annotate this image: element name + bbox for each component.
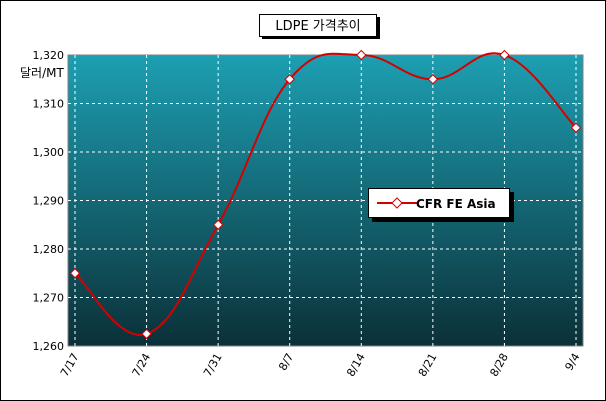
chart-title-shadow-bottom [262, 37, 380, 39]
data-point-marker [427, 74, 439, 85]
chart-title: LDPE 가격추이 [259, 14, 380, 39]
data-point-marker [499, 49, 510, 61]
data-point-marker [284, 74, 295, 85]
y-tick-label: 1,310 [33, 98, 65, 111]
series-line [74, 52, 577, 336]
data-point-marker [141, 328, 152, 340]
series-layer [69, 49, 582, 340]
y-axis-label: 달러/MT [20, 66, 64, 80]
chart-title-box [259, 14, 377, 37]
y-tick-label: 1,290 [33, 195, 65, 208]
y-tick-label: 1,320 [33, 49, 65, 62]
chart-title-text: LDPE 가격추이 [275, 19, 360, 34]
chart-title-shadow [377, 17, 380, 39]
legend-entry-label: CFR FE Asia [416, 197, 496, 211]
data-point-marker [69, 268, 81, 279]
gridlines [68, 55, 583, 346]
y-tick-label: 1,260 [33, 340, 65, 353]
data-point-marker [570, 122, 582, 133]
y-tick-label: 1,300 [33, 146, 65, 159]
y-tick-label: 1,280 [33, 243, 65, 256]
y-tick-label: 1,270 [33, 292, 65, 305]
data-point-marker [212, 219, 224, 230]
legend-marker-swatch [391, 197, 403, 209]
data-point-marker [356, 49, 367, 61]
legend: CFR FE Asia [368, 188, 514, 222]
